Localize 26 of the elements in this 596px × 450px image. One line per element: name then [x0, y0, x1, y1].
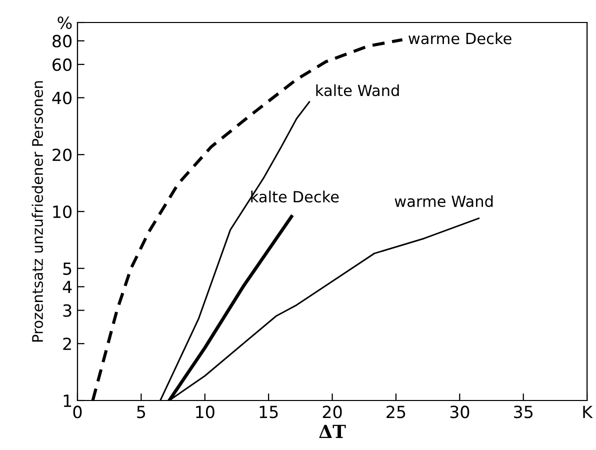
y-tick-label: 10 [53, 205, 72, 218]
y-tick-label: % [58, 16, 72, 30]
x-tick-label: 35 [514, 406, 533, 418]
y-axis-title: Prozentsatz unzufriedener Personen [32, 81, 44, 342]
x-tick-label: 30 [450, 406, 470, 418]
y-tick-label: 1 [64, 394, 72, 407]
series-label: warme Wand [394, 195, 493, 208]
y-tick-label: 3 [63, 304, 72, 317]
y-tick-label: 2 [63, 338, 71, 350]
series-label: warme Decke [408, 32, 512, 44]
series-label: kalte Decke [251, 190, 339, 203]
x-tick-label: 0 [73, 406, 82, 418]
y-tick-label: 5 [63, 262, 72, 275]
series-label: kalte Wand [316, 84, 399, 96]
y-tick-label: 80 [52, 34, 72, 48]
x-axis-title: ΔT [319, 424, 346, 438]
x-tick-label: 5 [137, 406, 146, 418]
x-tick-label: 15 [260, 406, 278, 418]
y-tick-label: 20 [52, 148, 72, 162]
y-tick-label: 4 [62, 280, 72, 294]
x-tick-label: K [583, 406, 593, 418]
y-tick-label: 40 [52, 92, 72, 104]
x-tick-label: 25 [386, 406, 406, 418]
x-tick-label: 20 [322, 406, 342, 418]
y-tick-label: 60 [52, 58, 72, 71]
x-tick-label: 10 [196, 406, 214, 418]
